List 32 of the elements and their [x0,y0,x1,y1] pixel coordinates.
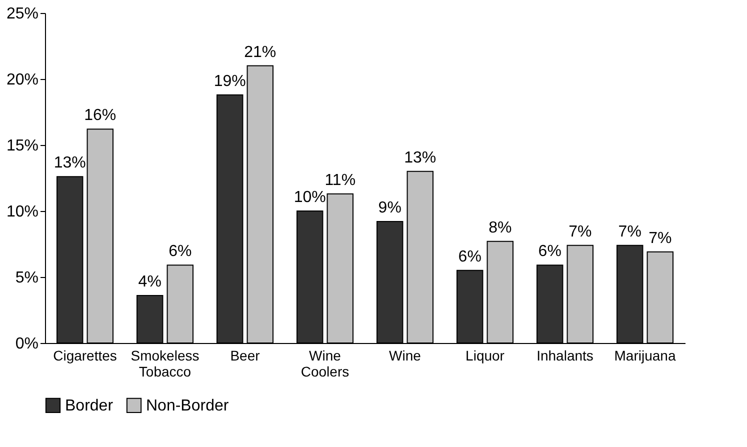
data-label: 6% [458,248,482,266]
x-tick-label: Beer [230,348,260,364]
x-tick-label: Liquor [466,348,505,364]
x-tick-label: Wine [389,348,422,364]
data-label: 13% [54,154,86,172]
data-label: 7% [568,223,592,240]
x-tick-label: Marijuana [614,348,676,364]
data-label: 13% [404,149,436,166]
y-tick-label: 25% [6,6,38,22]
data-label: 19% [214,72,246,90]
data-label: 10% [294,189,326,206]
y-tick-label: 15% [6,138,38,154]
data-label: 7% [618,223,642,240]
data-label: 4% [138,273,162,290]
legend-label: Non-Border [146,397,230,414]
data-label: 6% [538,243,562,260]
data-label: 9% [378,200,402,217]
x-tick-label: Inhalants [536,348,594,364]
x-tick-label: Wine Coolers [300,348,350,380]
data-label: 8% [488,219,512,236]
x-tick-label: Cigarettes [53,348,117,364]
data-label: 11% [324,172,356,189]
data-label: 21% [244,44,276,61]
y-tick-label: 5% [15,270,38,286]
y-tick-label: 0% [15,336,38,352]
x-tick-label: Smokeless Tobacco [130,348,200,380]
data-label: 6% [168,243,192,260]
y-tick-label: 10% [6,204,38,220]
legend-label: Border [65,397,114,414]
data-label: 16% [84,107,116,124]
data-label: 7% [648,230,672,247]
y-tick-label: 20% [6,72,38,88]
